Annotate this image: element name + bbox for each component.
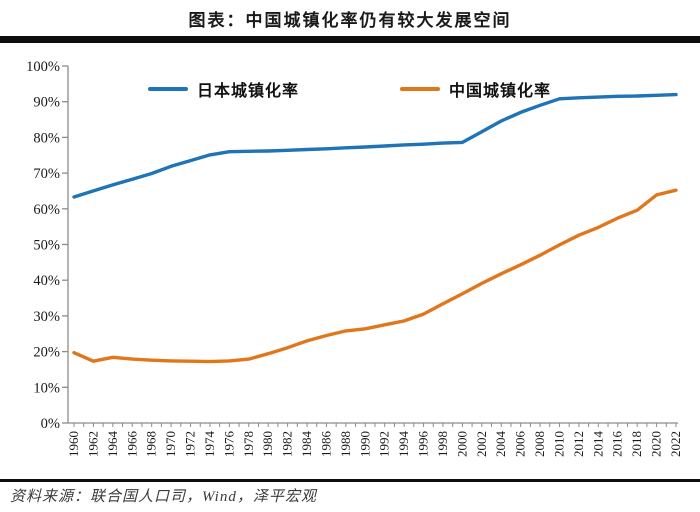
bottom-divider-rule bbox=[0, 479, 700, 482]
x-tick-label: 1976 bbox=[221, 431, 236, 458]
y-tick-label: 60% bbox=[33, 202, 60, 218]
y-tick-label: 40% bbox=[33, 273, 60, 289]
x-tick-label: 1970 bbox=[163, 431, 178, 457]
x-tick-label: 2004 bbox=[493, 431, 508, 458]
legend-label-japan: 日本城镇化率 bbox=[197, 83, 300, 100]
x-tick-label: 2002 bbox=[474, 431, 489, 457]
x-tick-label: 1964 bbox=[105, 431, 120, 458]
legend-item-china: 中国城镇化率 bbox=[400, 77, 551, 101]
x-tick-label: 2016 bbox=[610, 431, 625, 458]
x-tick-label: 1968 bbox=[144, 431, 159, 457]
x-tick-label: 1986 bbox=[318, 431, 333, 458]
x-tick-label: 1984 bbox=[299, 431, 314, 458]
x-tick-label: 1994 bbox=[396, 431, 411, 458]
x-tick-label: 2000 bbox=[454, 431, 469, 457]
x-tick-label: 1972 bbox=[183, 431, 198, 457]
x-tick-label: 2018 bbox=[629, 431, 644, 457]
china-line-swatch-icon bbox=[400, 87, 440, 91]
y-tick-label: 80% bbox=[33, 130, 60, 146]
top-divider-bar bbox=[0, 36, 700, 43]
x-tick-label: 1978 bbox=[241, 431, 256, 457]
x-tick-label: 2014 bbox=[590, 431, 605, 458]
x-tick-label: 1996 bbox=[416, 431, 431, 458]
x-tick-label: 2012 bbox=[571, 431, 586, 457]
legend-label-china: 中国城镇化率 bbox=[449, 83, 552, 100]
y-tick-label: 100% bbox=[26, 59, 60, 75]
x-tick-label: 1980 bbox=[260, 431, 275, 457]
x-tick-label: 1988 bbox=[338, 431, 353, 457]
y-tick-label: 10% bbox=[33, 380, 60, 396]
x-tick-label: 1960 bbox=[66, 431, 81, 457]
y-tick-label: 90% bbox=[33, 95, 60, 111]
y-tick-label: 70% bbox=[33, 166, 60, 182]
japan-urbanization-line bbox=[72, 92, 678, 199]
page-title: 图表：中国城镇化率仍有较大发展空间 bbox=[188, 11, 512, 30]
x-tick-label: 1966 bbox=[124, 431, 139, 458]
x-tick-label: 2022 bbox=[668, 431, 683, 457]
legend-item-japan: 日本城镇化率 bbox=[148, 77, 299, 101]
x-tick-label: 1990 bbox=[357, 431, 372, 457]
x-tick-label: 2006 bbox=[513, 431, 528, 458]
x-tick-label: 2010 bbox=[551, 431, 566, 457]
x-tick-label: 1962 bbox=[85, 431, 100, 457]
x-tick-label: 1992 bbox=[377, 431, 392, 457]
china-urbanization-line bbox=[72, 188, 678, 364]
source-note: 资料来源：联合国人口司，Wind，泽平宏观 bbox=[10, 489, 317, 505]
x-tick-label: 1998 bbox=[435, 431, 450, 457]
x-tick-label: 1982 bbox=[280, 431, 295, 457]
y-tick-label: 20% bbox=[33, 345, 60, 361]
x-tick-label: 1974 bbox=[202, 431, 217, 458]
x-tick-label: 2008 bbox=[532, 431, 547, 457]
y-tick-label: 50% bbox=[33, 238, 60, 254]
y-tick-label: 0% bbox=[41, 416, 60, 432]
japan-line-swatch-icon bbox=[148, 87, 188, 91]
y-tick-label: 30% bbox=[33, 309, 60, 325]
x-tick-label: 2020 bbox=[649, 431, 664, 457]
